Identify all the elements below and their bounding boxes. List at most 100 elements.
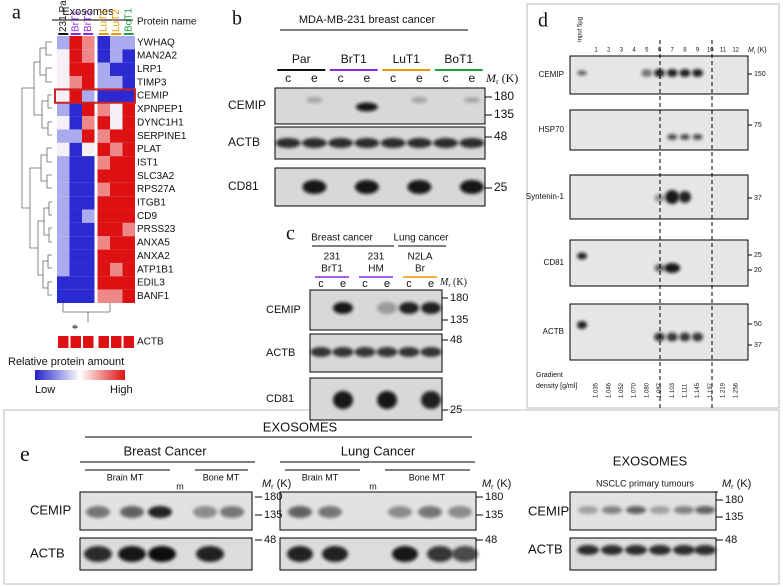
column-label: BoT1 bbox=[123, 8, 134, 32]
heat-cell bbox=[69, 76, 82, 90]
highlight-box bbox=[54, 88, 136, 104]
marker: 48 bbox=[494, 129, 508, 143]
heat-cell bbox=[83, 336, 94, 348]
protein-name: PLAT bbox=[137, 144, 161, 155]
heat-cell bbox=[110, 102, 123, 117]
heat-cell bbox=[123, 336, 134, 348]
heat-cell bbox=[122, 129, 135, 143]
lane-number: 12 bbox=[732, 48, 739, 54]
lane-number: 4 bbox=[632, 48, 636, 54]
mr-r: r bbox=[491, 483, 494, 491]
protein-name: ITGB1 bbox=[137, 198, 166, 209]
heat-cell bbox=[69, 102, 82, 117]
column-label: 231 Par bbox=[58, 0, 69, 32]
row-label: ACTB bbox=[528, 541, 563, 556]
heat-cell bbox=[110, 276, 123, 290]
lane-label: c bbox=[362, 278, 368, 290]
band bbox=[388, 506, 412, 518]
heat-cell bbox=[57, 102, 70, 117]
heat-cell bbox=[82, 76, 95, 90]
sub-label: Bone MT bbox=[203, 472, 240, 482]
panel-label: d bbox=[538, 10, 548, 32]
band bbox=[287, 546, 313, 562]
group-label: Lung cancer bbox=[393, 233, 449, 244]
heat-cell bbox=[110, 36, 123, 50]
mr-r: r bbox=[448, 282, 451, 289]
heat-cell bbox=[97, 169, 110, 183]
heat-cell bbox=[122, 249, 135, 263]
band bbox=[392, 546, 418, 562]
band bbox=[377, 391, 397, 409]
group-label: Par bbox=[292, 52, 311, 66]
heat-cell bbox=[69, 276, 82, 290]
band bbox=[679, 69, 691, 77]
heat-cell bbox=[57, 209, 70, 223]
heat-cell bbox=[110, 156, 123, 170]
band bbox=[625, 545, 647, 555]
marker: 180 bbox=[485, 491, 503, 503]
heat-cell bbox=[82, 129, 95, 143]
control-name: ACTB bbox=[137, 337, 164, 348]
density-label: density [g/ml] bbox=[536, 383, 577, 390]
lane-number: 9 bbox=[696, 48, 700, 54]
band bbox=[196, 546, 224, 562]
group-label: BoT1 bbox=[444, 52, 473, 66]
protein-name: ANXA5 bbox=[137, 238, 170, 249]
band bbox=[577, 545, 599, 555]
heat-cell bbox=[69, 182, 82, 197]
lane-label: e bbox=[428, 278, 434, 290]
band bbox=[692, 332, 704, 342]
band bbox=[427, 546, 453, 562]
band bbox=[577, 70, 587, 76]
heat-cell bbox=[82, 89, 95, 103]
marker: 75 bbox=[754, 122, 762, 129]
heat-cell bbox=[110, 76, 123, 90]
heat-cell bbox=[69, 289, 82, 303]
mr-r: r bbox=[754, 50, 756, 55]
band bbox=[328, 138, 354, 148]
column-label: LuT2 bbox=[111, 9, 122, 32]
marker: 48 bbox=[450, 334, 462, 346]
heat-cell bbox=[69, 262, 82, 277]
band bbox=[650, 506, 670, 514]
title: EXOSOMES bbox=[263, 419, 338, 434]
dendrogram bbox=[21, 41, 111, 322]
heat-cell bbox=[122, 236, 135, 250]
panel-label: b bbox=[232, 8, 242, 30]
mr-r: r bbox=[496, 77, 499, 86]
mr-k: (K) bbox=[494, 478, 512, 490]
heat-cell bbox=[110, 222, 123, 237]
band bbox=[665, 190, 680, 204]
heat-cell bbox=[69, 49, 82, 63]
row-label: CEMIP bbox=[539, 70, 564, 79]
marker: 25 bbox=[754, 252, 762, 259]
band bbox=[322, 546, 348, 562]
blot bbox=[569, 303, 749, 361]
heat-cell bbox=[69, 36, 82, 50]
heat-cell bbox=[69, 142, 82, 157]
panel-label: e bbox=[20, 441, 30, 466]
band bbox=[354, 347, 376, 357]
protein-name: SLC3A2 bbox=[137, 171, 175, 182]
band bbox=[463, 97, 480, 103]
band bbox=[578, 506, 598, 514]
heat-cell bbox=[82, 196, 95, 210]
density-value: 1.256 bbox=[733, 382, 739, 398]
sub-label: Brain MT bbox=[302, 472, 339, 482]
heat-cell bbox=[82, 262, 95, 277]
legend-high: High bbox=[110, 384, 133, 396]
heat-cell bbox=[110, 169, 123, 183]
heat-cell bbox=[82, 249, 95, 263]
heat-cell bbox=[82, 116, 95, 130]
row-label: Syntenin-1 bbox=[526, 192, 565, 201]
heat-cell bbox=[97, 76, 110, 90]
heat-cell bbox=[69, 116, 82, 130]
band bbox=[664, 263, 681, 273]
protein-name: ANXA2 bbox=[137, 251, 170, 262]
heat-cell bbox=[97, 116, 110, 130]
band bbox=[459, 138, 485, 148]
marker: 25 bbox=[450, 404, 462, 416]
sub-label: Bone MT bbox=[409, 472, 446, 482]
subtitle: NSCLC primary tumours bbox=[596, 478, 695, 488]
heat-cell bbox=[122, 49, 135, 63]
